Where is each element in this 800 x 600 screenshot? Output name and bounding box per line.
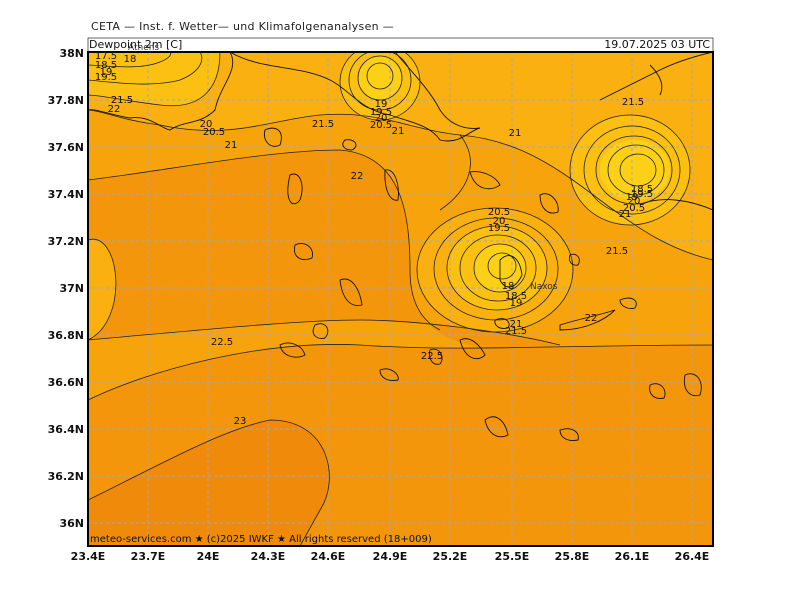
lat-tick-label: 37.6N (48, 141, 84, 154)
lon-tick-label: 24E (197, 550, 220, 563)
contour-label: 21.5 (111, 95, 133, 106)
lat-tick-label: 37.4N (48, 188, 84, 201)
map-title: CETA — Inst. f. Wetter— und Klimafolgena… (91, 20, 395, 33)
contour-label: 19.5 (631, 189, 653, 200)
contour-label: 19 (100, 67, 113, 78)
longitude-ticks: 23.4E 23.7E 24E 24.3E 24.6E 24.9E 25.2E … (71, 550, 710, 563)
lon-tick-label: 24.9E (373, 550, 408, 563)
footer-credit: meteo-services.com ★ (c)2025 IWKF ★ All … (90, 534, 432, 545)
contour-label: 18 (502, 281, 515, 292)
contour-lines (88, 52, 713, 546)
place-label-athens: Athens (128, 43, 159, 53)
lat-tick-label: 36.2N (48, 470, 84, 483)
lon-tick-label: 25.5E (495, 550, 530, 563)
coastlines (88, 52, 713, 441)
contour-label: 18.5 (505, 291, 527, 302)
lat-tick-label: 37.2N (48, 235, 84, 248)
contour-label: 22.5 (211, 337, 233, 348)
lon-tick-label: 26.1E (615, 550, 650, 563)
contour-label: 22 (351, 171, 364, 182)
contour-label: 22 (585, 313, 598, 324)
lon-tick-label: 26.4E (675, 550, 710, 563)
lat-tick-label: 37.8N (48, 94, 84, 107)
contour-label: 21.5 (606, 246, 628, 257)
contour-label: 20 (200, 119, 213, 130)
lat-tick-label: 38N (59, 47, 84, 60)
contour-label: 21.5 (622, 97, 644, 108)
contour-labels: 17.5 18 18.5 19 19.5 21.5 22 20 20.5 21 … (95, 51, 653, 427)
contour-label: 21 (225, 140, 238, 151)
contour-label: 21.5 (505, 326, 527, 337)
lon-tick-label: 23.7E (131, 550, 166, 563)
contour-label: 20.5 (623, 203, 645, 214)
contour-label: 20.5 (488, 207, 510, 218)
latitude-ticks: 38N 37.8N 37.6N 37.4N 37.2N 37N 36.8N 36… (48, 47, 84, 530)
lon-tick-label: 24.3E (251, 550, 286, 563)
contour-label: 20 (493, 216, 506, 227)
lat-tick-label: 37N (59, 282, 84, 295)
contour-label: 21.5 (312, 119, 334, 130)
lon-tick-label: 24.6E (311, 550, 346, 563)
lat-tick-label: 36.8N (48, 329, 84, 342)
place-label-naxos: Naxos (530, 282, 558, 292)
contour-label: 22.5 (421, 351, 443, 362)
contour-label: 19.5 (370, 107, 392, 118)
lon-tick-label: 25.8E (555, 550, 590, 563)
contour-label: 19 (510, 298, 523, 309)
lat-tick-label: 36.6N (48, 376, 84, 389)
contour-label: 18.5 (95, 60, 117, 71)
contour-label: 21 (392, 126, 405, 137)
contour-label: 21 (619, 209, 632, 220)
contour-label: 19.5 (488, 223, 510, 234)
variable-label: Dewpoint 2m [C] (89, 38, 183, 51)
contour-label: 19.5 (95, 72, 117, 83)
contour-label: 20.5 (370, 120, 392, 131)
contour-label: 17.5 (95, 51, 117, 62)
contour-label: 19 (375, 99, 388, 110)
lon-tick-label: 25.2E (433, 550, 468, 563)
contour-label: 20.5 (203, 127, 225, 138)
contour-label: 20 (375, 113, 388, 124)
contour-label: 22 (108, 104, 121, 115)
contour-label: 20 (628, 196, 641, 207)
contour-label: 19 (626, 192, 639, 203)
contour-label: 18 (124, 54, 137, 65)
lon-tick-label: 23.4E (71, 550, 106, 563)
lat-tick-label: 36.4N (48, 423, 84, 436)
contour-label: 21 (509, 128, 522, 139)
lat-tick-label: 36N (59, 517, 84, 530)
dewpoint-field (88, 52, 713, 546)
contour-label: 21 (510, 319, 523, 330)
contour-label: 23 (234, 416, 247, 427)
place-labels: Athens Naxos (128, 43, 558, 292)
valid-time: 19.07.2025 03 UTC (604, 38, 710, 51)
contour-label: 18.5 (631, 184, 653, 195)
